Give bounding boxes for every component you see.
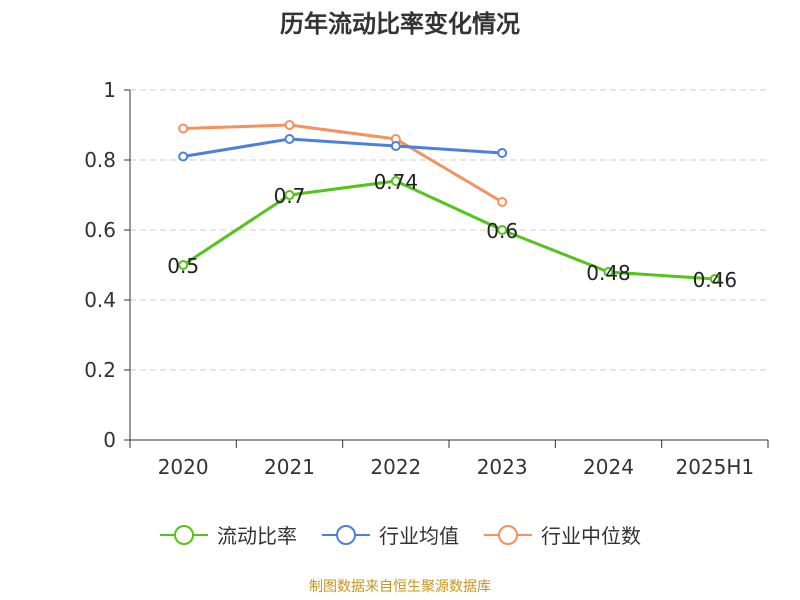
- data-label: 0.74: [374, 170, 419, 194]
- y-tick-label: 0.4: [84, 288, 116, 312]
- legend-item[interactable]: 流动比率: [159, 520, 297, 549]
- data-label: 0.46: [693, 268, 738, 292]
- series-line: [183, 123, 503, 204]
- legend-marker-icon: [160, 524, 208, 545]
- x-tick-label: 2020: [158, 455, 209, 479]
- data-point: [497, 197, 508, 207]
- y-tick-label: 0.6: [84, 218, 116, 242]
- data-point: [178, 260, 189, 270]
- data-label: 0.48: [586, 261, 631, 285]
- x-tick-label: 2024: [583, 455, 634, 479]
- y-tick-label: 0: [103, 428, 116, 452]
- series-line: [182, 179, 715, 281]
- data-point: [284, 134, 295, 144]
- data-label: 0.6: [486, 219, 518, 243]
- data-point: [497, 148, 508, 158]
- x-tick-label: 2025H1: [675, 455, 754, 479]
- data-point: [178, 151, 189, 162]
- data-point: [284, 190, 295, 200]
- legend-circle: [336, 524, 356, 545]
- data-point: [709, 274, 720, 284]
- legend-label: 行业均值: [379, 524, 459, 548]
- legend-marker-icon: [322, 524, 370, 545]
- legend-item[interactable]: 行业均值: [321, 520, 459, 549]
- chart-title: 历年流动比率变化情况: [280, 10, 520, 38]
- x-tick-label: 2021: [264, 455, 315, 479]
- legend-label: 行业中位数: [541, 524, 641, 548]
- legend-circle: [498, 524, 518, 545]
- x-tick-label: 2023: [477, 455, 528, 479]
- legend-label: 流动比率: [217, 524, 297, 548]
- legend-marker-icon: [484, 524, 532, 545]
- y-tick-label: 1: [103, 78, 116, 102]
- source-note: 制图数据来自恒生聚源数据库: [309, 579, 491, 595]
- data-point: [497, 225, 508, 235]
- y-tick-label: 0.8: [84, 148, 116, 172]
- data-point: [390, 176, 401, 186]
- data-point: [603, 267, 614, 277]
- data-label: 0.7: [274, 184, 306, 208]
- legend-item[interactable]: 行业中位数: [483, 520, 641, 549]
- legend-circle: [174, 524, 194, 545]
- data-label: 0.5: [167, 254, 199, 278]
- data-point: [390, 141, 401, 151]
- series-line: [182, 137, 503, 158]
- data-point: [284, 120, 295, 130]
- data-point: [178, 123, 189, 134]
- y-tick-label: 0.2: [84, 358, 116, 382]
- x-tick-label: 2022: [370, 455, 421, 479]
- legend: 流动比率 行业均值 行业中位数: [0, 520, 800, 549]
